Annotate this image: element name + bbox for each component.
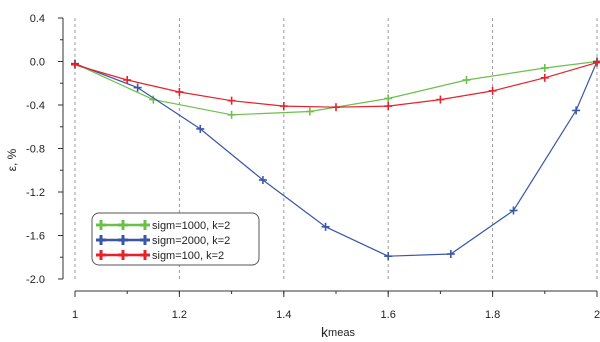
x-tick-label: 1.4 [276,309,291,321]
data-point-marker [540,64,549,73]
legend-item: sigm=1000, k=2 [96,220,230,232]
x-axis-label-main: k [321,324,329,340]
data-point-marker [227,110,236,119]
legend: sigm=1000, k=2 sigm=2000, k=2 sigm=100, k=… [91,212,260,266]
data-point-marker [462,75,471,84]
legend-item: sigm=100, k=2 [96,250,224,262]
series-line [74,60,598,116]
data-point-marker [196,124,205,133]
data-point-marker [118,220,128,230]
data-point-marker [123,75,132,84]
data-point-marker [488,86,497,95]
legend-label: sigm=100, k=2 [152,250,224,262]
y-tick-label: -2.0 [26,274,45,286]
series [71,57,600,261]
data-point-marker [118,250,128,260]
legend-item: sigm=2000, k=2 [96,235,230,247]
series-3 [71,58,600,112]
data-point-marker [96,235,106,245]
data-point-marker [572,106,581,115]
data-point-marker [133,83,142,92]
x-ticks: 1 1.2 1.4 1.6 1.8 2 [72,291,600,321]
x-tick-label: 1 [72,309,78,321]
y-tick-label: -0.4 [26,100,45,112]
data-point-marker [140,220,150,230]
x-axis-label: kmeas [321,324,355,340]
data-point-marker [175,87,184,96]
data-point-marker [305,107,314,116]
data-point-marker [96,250,106,260]
y-tick-label: -1.6 [26,231,45,243]
data-point-marker [279,102,288,111]
y-tick-label: -0.8 [26,144,45,156]
y-ticks: 0.4 0.0 -0.4 -0.8 -1.2 -1.6 -2.0 [26,13,63,286]
y-tick-label: 0.4 [30,13,45,25]
data-point-marker [384,94,393,103]
data-point-marker [509,206,518,215]
legend-label: sigm=2000, k=2 [152,235,230,247]
data-point-marker [384,252,393,261]
y-tick-label: 0.0 [30,57,45,69]
data-point-marker [540,73,549,82]
x-tick-label: 1.6 [381,309,396,321]
data-point-marker [258,176,267,185]
x-tick-label: 1.2 [172,309,187,321]
x-tick-label: 1.8 [485,309,500,321]
data-point-marker [384,102,393,111]
data-point-marker [71,60,79,69]
y-axis-label: ε, % [5,148,19,171]
series-line [74,61,598,257]
series-2 [71,57,600,261]
data-point-marker [436,95,445,104]
data-point-marker [321,222,330,231]
data-point-marker [332,103,340,112]
data-point-marker [593,58,600,67]
legend-label: sigm=1000, k=2 [152,220,230,232]
data-point-marker [140,235,150,245]
data-point-marker [446,249,455,258]
data-point-marker [118,235,128,245]
x-tick-label: 2 [594,309,600,321]
data-point-marker [140,250,150,260]
legend-items: sigm=1000, k=2 sigm=2000, k=2 sigm=100, k=… [96,220,230,262]
data-point-marker [227,96,236,105]
y-tick-label: -1.2 [26,187,45,199]
x-axis-label-subscript: meas [328,327,355,339]
data-point-marker [96,220,106,230]
